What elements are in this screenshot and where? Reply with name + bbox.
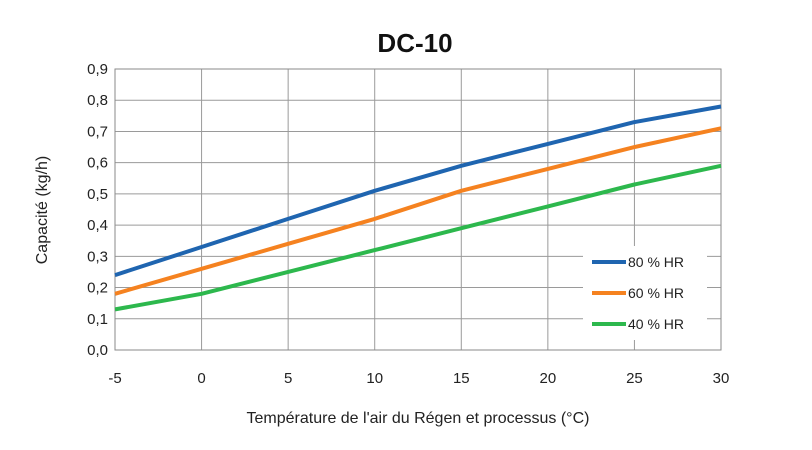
chart-title: DC-10 bbox=[377, 28, 452, 58]
y-tick-label: 0,7 bbox=[87, 123, 108, 140]
x-tick-label: 20 bbox=[540, 370, 557, 387]
x-tick-label: 25 bbox=[626, 370, 643, 387]
legend-label: 40 % HR bbox=[628, 316, 684, 332]
y-tick-label: 0,3 bbox=[87, 248, 108, 265]
legend-label: 60 % HR bbox=[628, 285, 684, 301]
y-tick-label: 0,1 bbox=[87, 311, 108, 328]
series-lines bbox=[114, 104, 722, 312]
y-tick-label: 0,5 bbox=[87, 186, 108, 203]
y-tick-label: 0,8 bbox=[87, 92, 108, 109]
x-tick-label: 5 bbox=[284, 370, 292, 387]
x-tick-label: 30 bbox=[713, 370, 730, 387]
series-line bbox=[114, 126, 722, 296]
y-tick-label: 0,9 bbox=[87, 61, 108, 78]
plot-border bbox=[114, 68, 722, 351]
x-tick-label: 15 bbox=[453, 370, 470, 387]
x-tick-label: 10 bbox=[366, 370, 383, 387]
x-tick-label: -5 bbox=[108, 370, 121, 387]
y-tick-label: 0,6 bbox=[87, 155, 108, 172]
y-tick-label: 0,0 bbox=[87, 342, 108, 359]
x-axis-label: Température de l'air du Régen et process… bbox=[247, 410, 590, 427]
legend: 80 % HR 60 % HR 40 % HR bbox=[583, 246, 707, 340]
y-tick-label: 0,4 bbox=[87, 217, 108, 234]
tick-labels: 0,0 0,1 0,2 0,3 0,4 0,5 0,6 0,7 0,8 0,9 -5 0 5 10 15 20… bbox=[87, 61, 729, 387]
y-tick-label: 0,2 bbox=[87, 280, 108, 297]
legend-label: 80 % HR bbox=[628, 254, 684, 270]
x-tick-label: 0 bbox=[197, 370, 205, 387]
y-axis-label: Capacité (kg/h) bbox=[34, 156, 51, 265]
series-line bbox=[114, 163, 722, 312]
grid bbox=[114, 68, 722, 351]
series-line bbox=[114, 104, 722, 278]
